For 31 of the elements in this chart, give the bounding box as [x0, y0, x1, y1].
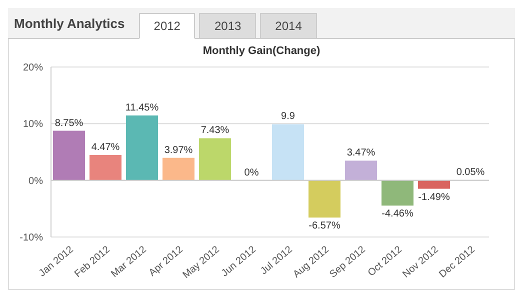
- text: 2014: [260, 13, 317, 39]
- data-label: 3.47%: [346, 148, 376, 159]
- bar: [199, 138, 231, 180]
- bar: [126, 115, 158, 180]
- data-label: 0.05%: [456, 167, 485, 178]
- data-label: -1.49%: [418, 192, 450, 203]
- y-tick-label: -10%: [20, 232, 44, 244]
- bar: [272, 124, 304, 180]
- y-tick-label: 20%: [22, 62, 44, 74]
- y-tick-label: 0%: [28, 176, 44, 187]
- text: 2012: [138, 13, 196, 39]
- data-label: -4.46%: [382, 208, 414, 220]
- data-label: 9.9: [281, 111, 296, 122]
- data-label: 8.75%: [54, 118, 84, 129]
- text: 2013: [199, 13, 256, 39]
- data-label: 4.47%: [91, 142, 120, 154]
- data-label: 7.43%: [200, 125, 230, 136]
- data-label: 11.45%: [125, 102, 159, 114]
- chart-title: Monthly Gain(Change): [202, 44, 322, 57]
- data-label: 0%: [244, 167, 259, 178]
- bar: [53, 130, 85, 180]
- text: Monthly Analytics: [13, 16, 126, 33]
- data-label: 3.97%: [164, 144, 193, 156]
- bar: [382, 180, 414, 206]
- bar: [162, 158, 194, 180]
- data-label: -6.57%: [308, 220, 340, 232]
- bar: [308, 180, 340, 218]
- bar: [418, 180, 450, 189]
- bar: [90, 155, 122, 180]
- bar: [345, 160, 377, 180]
- y-tick-label: 10%: [22, 119, 44, 130]
